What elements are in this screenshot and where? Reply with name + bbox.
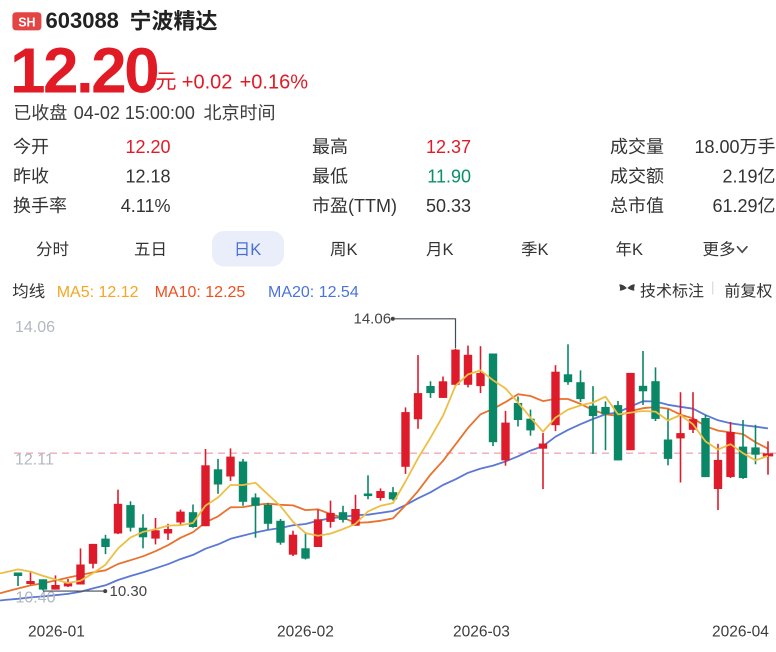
svg-text:603088: 603088 xyxy=(46,8,119,33)
svg-text:MA5: 12.12: MA5: 12.12 xyxy=(57,284,139,301)
svg-text:12.37: 12.37 xyxy=(426,137,471,157)
svg-text:12.11: 12.11 xyxy=(15,452,54,469)
svg-text:(TTM): (TTM) xyxy=(348,196,397,216)
svg-text:K: K xyxy=(443,241,454,259)
svg-text:11.90: 11.90 xyxy=(427,166,471,186)
svg-text:+0.02: +0.02 xyxy=(182,71,233,93)
svg-text:4.11%: 4.11% xyxy=(121,196,171,216)
svg-text:04-02 15:00:00: 04-02 15:00:00 xyxy=(74,103,195,123)
svg-text:MA20: 12.54: MA20: 12.54 xyxy=(268,284,359,301)
svg-text:+0.16%: +0.16% xyxy=(240,71,309,93)
svg-text:12.20: 12.20 xyxy=(10,35,157,107)
svg-text:12.20: 12.20 xyxy=(125,137,170,157)
svg-text:10.30: 10.30 xyxy=(110,583,148,600)
svg-text:14.06: 14.06 xyxy=(354,311,392,328)
svg-text:2026-03: 2026-03 xyxy=(453,624,510,641)
svg-text:14.06: 14.06 xyxy=(15,319,55,336)
svg-text:2.19: 2.19 xyxy=(723,166,758,186)
svg-text:2026-04: 2026-04 xyxy=(712,624,769,641)
svg-text:MA10: 12.25: MA10: 12.25 xyxy=(155,284,246,301)
svg-text:2026-01: 2026-01 xyxy=(28,624,85,641)
svg-text:SH: SH xyxy=(18,15,35,29)
svg-text:K: K xyxy=(347,241,358,259)
svg-text:18.00: 18.00 xyxy=(695,137,740,157)
svg-text:12.18: 12.18 xyxy=(125,166,170,186)
svg-text:10.40: 10.40 xyxy=(16,590,56,607)
svg-text:61.29: 61.29 xyxy=(713,196,758,216)
svg-text:K: K xyxy=(632,241,643,259)
svg-text:2026-02: 2026-02 xyxy=(277,624,334,641)
svg-text:K: K xyxy=(250,241,261,259)
svg-text:K: K xyxy=(538,241,549,259)
svg-text:50.33: 50.33 xyxy=(426,196,471,216)
